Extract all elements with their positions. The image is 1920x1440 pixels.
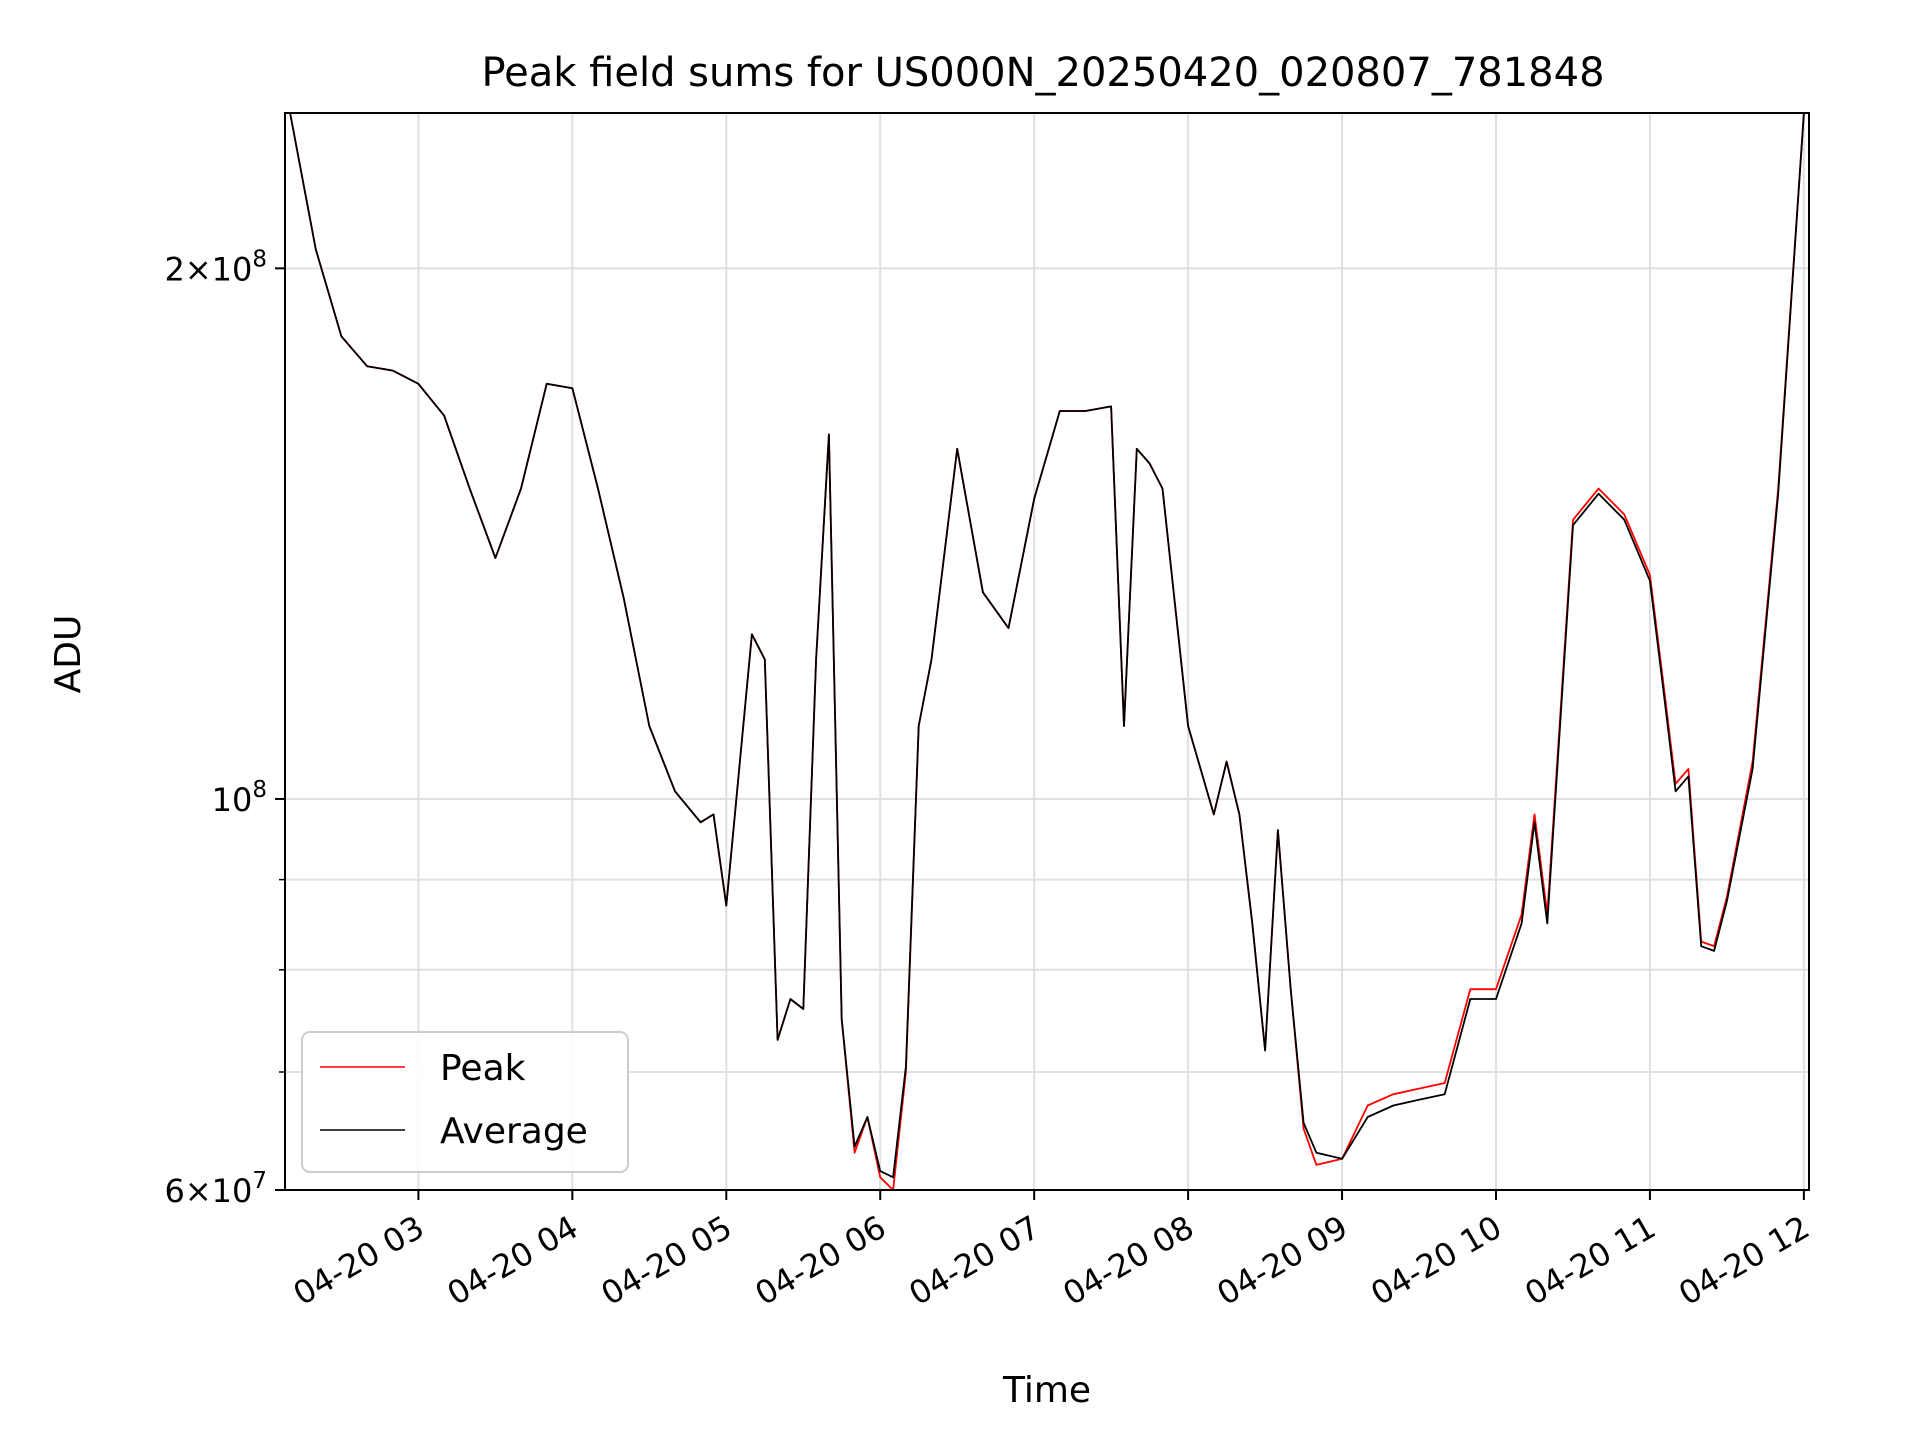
x-axis-label: Time bbox=[1002, 1370, 1091, 1411]
y-tick-label: 108 bbox=[212, 777, 267, 819]
y-axis-label: ADU bbox=[48, 615, 89, 694]
chart-title: Peak field sums for US000N_20250420_0208… bbox=[481, 50, 1604, 96]
legend: Peak Average bbox=[301, 1031, 629, 1173]
plot-frame bbox=[284, 112, 1810, 1191]
legend-label-peak: Peak bbox=[440, 1048, 526, 1089]
y-axis-ticks: 6×107 108 2×108 bbox=[164, 246, 285, 1210]
legend-label-average: Average bbox=[440, 1111, 588, 1152]
y-tick-label: 2×108 bbox=[164, 246, 267, 288]
y-tick-label: 6×107 bbox=[164, 1168, 267, 1210]
series-layer bbox=[289, 113, 1805, 1190]
series-line-average bbox=[289, 113, 1805, 1179]
